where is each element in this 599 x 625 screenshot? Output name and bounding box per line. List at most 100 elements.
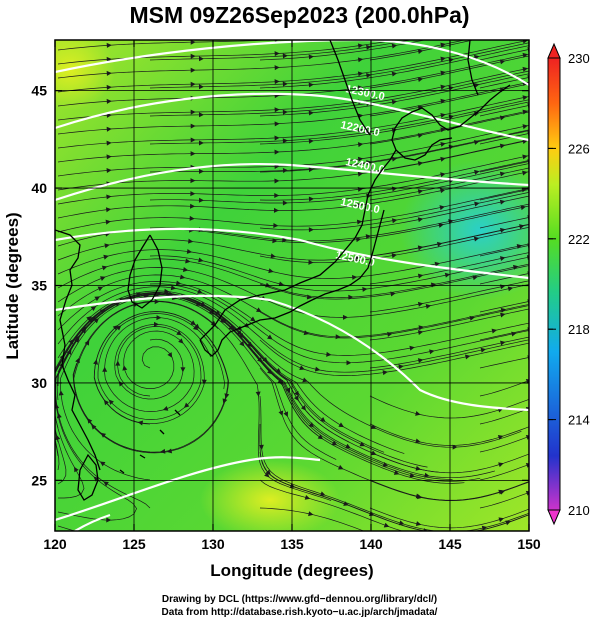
streamline-arrow <box>105 207 112 213</box>
streamline-arrow <box>356 219 363 225</box>
coastline-segment <box>139 454 146 459</box>
streamline <box>369 308 529 341</box>
streamline-arrow <box>180 367 186 373</box>
streamline-arrow <box>273 207 279 213</box>
x-tick-label: 145 <box>438 536 462 552</box>
contour-line <box>55 456 321 522</box>
streamline-arrow <box>179 274 186 280</box>
streamline-arrow <box>417 245 424 251</box>
wind-streamlines <box>55 40 529 531</box>
streamline-arrow <box>101 265 108 271</box>
streamline-arrow <box>198 112 204 118</box>
streamline-arrow <box>74 466 79 473</box>
streamline <box>479 464 529 481</box>
streamline-arrow <box>106 517 112 523</box>
streamline-arrow <box>500 340 506 346</box>
streamline-arrow <box>278 281 285 287</box>
streamline-arrow <box>499 143 506 149</box>
streamline-arrow <box>198 84 204 90</box>
streamline <box>57 290 522 448</box>
streamline-arrow <box>91 424 97 430</box>
streamline-arrow <box>417 77 424 83</box>
streamline-arrow <box>391 253 397 259</box>
streamline-arrow <box>274 178 280 184</box>
streamline-arrow <box>308 227 314 233</box>
streamline-arrow <box>440 141 446 147</box>
streamline-arrow <box>282 109 288 115</box>
streamline-arrow <box>469 315 475 321</box>
streamline <box>57 110 529 163</box>
streamline <box>149 70 529 117</box>
streamline <box>369 167 529 201</box>
streamline-arrow <box>178 338 184 344</box>
streamline-arrow <box>302 377 308 383</box>
coastline-segment <box>55 229 101 471</box>
streamline-arrow <box>499 115 506 121</box>
streamline-arrow <box>167 352 173 358</box>
streamline-arrow <box>238 332 245 339</box>
x-tick-label: 125 <box>122 536 146 552</box>
contour-line <box>55 162 529 202</box>
streamline <box>369 423 529 446</box>
streamline <box>369 223 529 257</box>
streamline-arrow <box>440 84 446 90</box>
streamline-arrow <box>357 57 364 63</box>
streamline-arrow <box>345 443 351 449</box>
streamline-arrow <box>190 137 196 143</box>
streamline-arrow <box>153 321 159 327</box>
streamline-arrow <box>357 156 364 162</box>
streamline-arrow <box>274 149 280 155</box>
streamline-arrow <box>184 402 190 408</box>
streamline-arrow <box>391 99 398 105</box>
streamline-arrow <box>472 275 478 281</box>
y-axis-label: Latitude (degrees) <box>3 212 22 359</box>
streamline-arrow <box>190 123 196 129</box>
colorbar-label: 210 <box>568 503 590 518</box>
streamline-arrow <box>415 493 422 499</box>
streamline-arrow <box>308 110 314 116</box>
streamline-arrow <box>106 84 112 90</box>
streamline-arrow <box>415 465 421 471</box>
streamline-arrow <box>250 316 256 322</box>
x-tick-label: 120 <box>43 536 67 552</box>
contour-line <box>55 227 529 280</box>
streamline <box>259 339 529 376</box>
streamline-arrow <box>393 470 400 475</box>
streamline-arrow <box>283 411 289 417</box>
streamline-arrow <box>198 197 204 203</box>
colorbar-bottom-arrow <box>547 509 561 526</box>
streamline-arrow <box>104 243 110 249</box>
streamline <box>57 293 495 479</box>
streamline-arrow <box>200 301 206 307</box>
streamline-arrow <box>75 357 80 364</box>
streamline-arrow <box>440 56 446 62</box>
streamline-arrow <box>308 511 314 517</box>
streamline-arrow <box>338 464 344 470</box>
streamline-arrow <box>56 412 62 419</box>
streamline-arrow <box>357 71 364 77</box>
streamline-arrow <box>278 410 284 416</box>
streamline-arrow <box>507 286 514 292</box>
streamline-arrow <box>366 44 372 50</box>
streamline-arrow <box>440 112 446 118</box>
colorbar-top-arrow <box>547 42 561 59</box>
streamline <box>479 217 529 229</box>
streamline <box>97 313 225 420</box>
streamline-arrow <box>274 51 280 57</box>
streamline-arrow <box>499 256 506 262</box>
streamline-arrow <box>346 360 352 366</box>
streamline-arrow <box>188 238 194 244</box>
streamline-arrow <box>366 160 372 166</box>
streamline <box>369 139 529 173</box>
streamline <box>369 40 475 61</box>
streamline-arrow <box>357 202 363 208</box>
streamline-arrow <box>308 167 314 173</box>
streamline <box>149 163 529 204</box>
streamline-arrow <box>198 257 204 263</box>
coastline-segment <box>127 234 163 309</box>
streamline <box>57 40 529 93</box>
contour-line <box>55 92 529 142</box>
streamline-arrow <box>473 236 480 242</box>
streamline-arrow <box>274 79 280 85</box>
